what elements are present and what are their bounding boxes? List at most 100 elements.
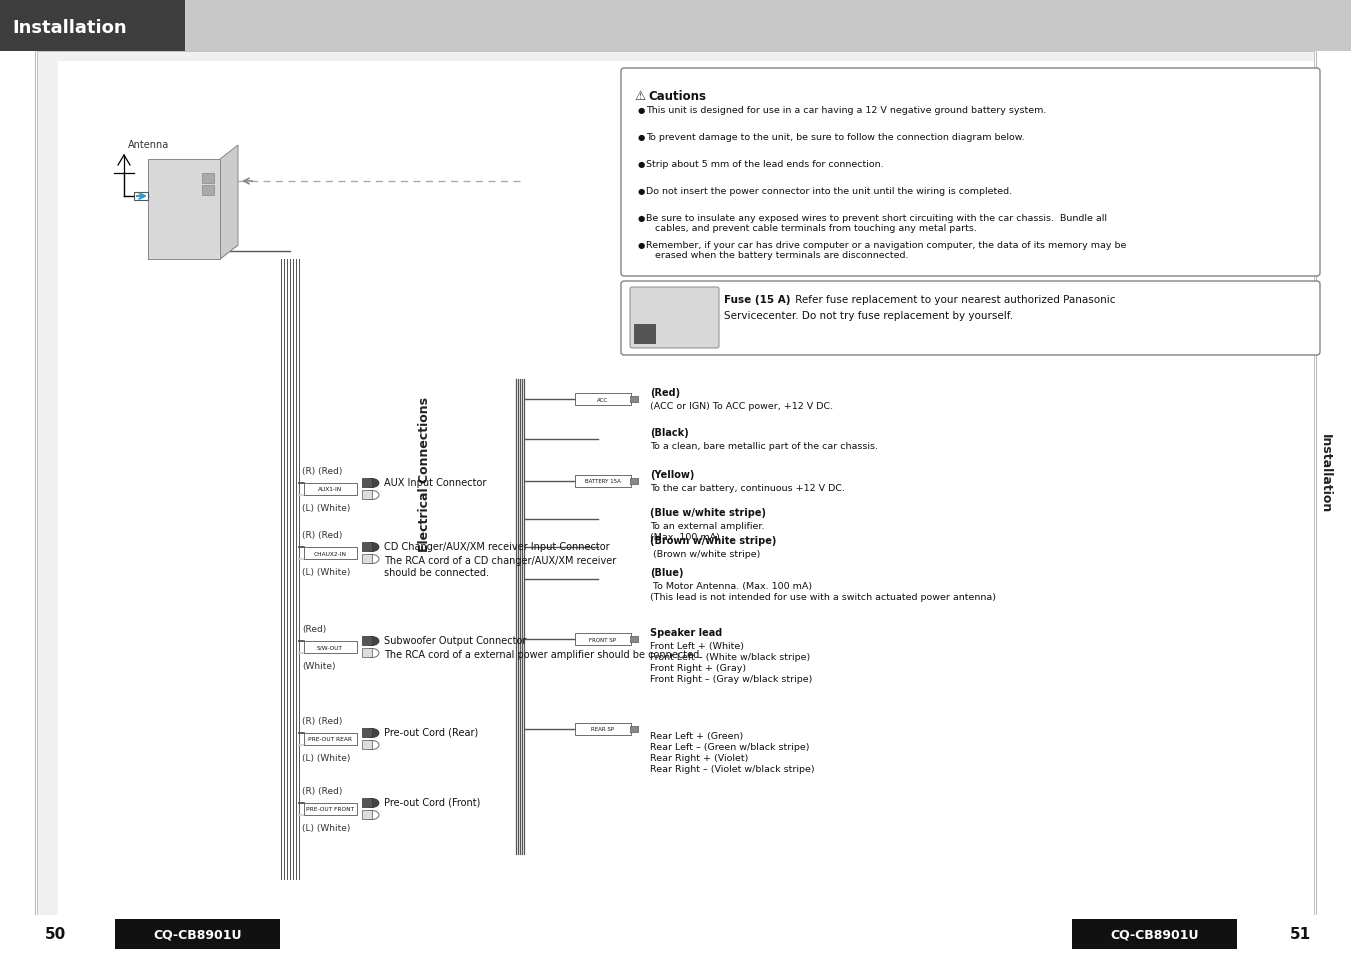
FancyBboxPatch shape [574,475,631,487]
Text: This unit is designed for use in a car having a 12 V negative ground battery sys: This unit is designed for use in a car h… [646,106,1047,115]
Bar [362,555,372,563]
Text: AUX1-IN: AUX1-IN [317,487,342,492]
FancyBboxPatch shape [304,640,357,653]
Text: 50: 50 [45,926,66,942]
Text: Electrical Connections: Electrical Connections [417,396,431,551]
Text: (L) (White): (L) (White) [303,753,350,762]
Text: To the car battery, continuous +12 V DC.: To the car battery, continuous +12 V DC. [650,483,844,493]
Text: Antenna: Antenna [128,140,169,150]
FancyBboxPatch shape [630,288,719,349]
Text: ●: ● [638,132,646,142]
Text: To Motor Antenna. (Max. 100 mA): To Motor Antenna. (Max. 100 mA) [650,581,812,590]
Text: CD Changer/AUX/XM receiver Input Connector: CD Changer/AUX/XM receiver Input Connect… [384,541,609,552]
Text: REAR SP: REAR SP [590,727,615,732]
Bar [115,919,280,949]
FancyBboxPatch shape [304,802,357,815]
Text: AUX Input Connector: AUX Input Connector [384,477,486,488]
Ellipse shape [365,543,380,552]
Bar [634,325,657,345]
Text: FRONT SP: FRONT SP [589,637,616,641]
Text: Front Left – (White w/black stripe): Front Left – (White w/black stripe) [650,652,811,661]
Text: (Yellow): (Yellow) [650,470,694,479]
Ellipse shape [365,637,380,646]
Text: CQ-CB8901U: CQ-CB8901U [154,927,242,941]
Bar [362,810,372,820]
Text: (R) (Red): (R) (Red) [303,786,342,795]
Bar [0,0,185,52]
Bar [149,160,220,260]
Text: (Blue): (Blue) [650,567,684,578]
Text: ●: ● [638,106,646,115]
Text: Be sure to insulate any exposed wires to prevent short circuiting with the car c: Be sure to insulate any exposed wires to… [646,213,1106,233]
Text: ⚠: ⚠ [634,90,646,103]
Text: Strip about 5 mm of the lead ends for connection.: Strip about 5 mm of the lead ends for co… [646,160,884,169]
Text: Installation: Installation [12,19,127,37]
Text: Pre-out Cord (Front): Pre-out Cord (Front) [384,797,481,807]
Ellipse shape [365,729,380,738]
Text: Rear Left – (Green w/black stripe): Rear Left – (Green w/black stripe) [650,742,809,751]
Text: (Blue w/white stripe): (Blue w/white stripe) [650,507,766,517]
Ellipse shape [365,491,380,500]
Text: ●: ● [638,160,646,169]
Bar [362,637,372,645]
FancyBboxPatch shape [304,733,357,744]
Text: (Max. 100 mA): (Max. 100 mA) [650,533,720,541]
Bar [362,491,372,499]
Text: (R) (Red): (R) (Red) [303,531,342,539]
Text: ●: ● [638,241,646,250]
Text: The RCA cord of a CD changer/AUX/XM receiver
should be connected.: The RCA cord of a CD changer/AUX/XM rece… [384,556,616,577]
Text: Cautions: Cautions [648,90,707,103]
FancyBboxPatch shape [621,69,1320,276]
Text: ●: ● [638,187,646,195]
Ellipse shape [365,649,380,658]
Text: (R) (Red): (R) (Red) [303,717,342,725]
Text: (ACC or IGN) To ACC power, +12 V DC.: (ACC or IGN) To ACC power, +12 V DC. [650,401,834,411]
Ellipse shape [365,799,380,807]
Bar [1071,919,1238,949]
Text: Subwoofer Output Connector: Subwoofer Output Connector [384,636,527,645]
Text: (Brown w/white stripe): (Brown w/white stripe) [650,536,777,545]
Bar [134,193,149,201]
Text: PRE-OUT FRONT: PRE-OUT FRONT [305,806,354,812]
Text: S/W-OUT: S/W-OUT [317,645,343,650]
Bar [203,186,213,195]
Text: (R) (Red): (R) (Red) [303,467,342,476]
Text: (L) (White): (L) (White) [303,503,350,513]
Polygon shape [220,146,238,260]
Text: ACC: ACC [597,397,608,402]
Bar [630,637,638,642]
Text: (This lead is not intended for use with a switch actuated power antenna): (This lead is not intended for use with … [650,593,996,601]
Text: 51: 51 [1289,926,1310,942]
FancyBboxPatch shape [304,547,357,558]
Bar [362,799,372,807]
Bar [362,728,372,738]
Ellipse shape [365,811,380,820]
Text: CHAUX2-IN: CHAUX2-IN [313,551,346,556]
FancyBboxPatch shape [304,483,357,495]
Text: (Red): (Red) [303,624,326,634]
Bar [0,915,1351,953]
Text: (White): (White) [303,661,335,670]
Text: The RCA cord of a external power amplifier should be connected.: The RCA cord of a external power amplifi… [384,649,703,659]
Bar [630,396,638,402]
Text: CQ-CB8901U: CQ-CB8901U [1111,927,1200,941]
Text: Speaker lead: Speaker lead [650,627,723,638]
Bar [630,478,638,484]
Text: Remember, if your car has drive computer or a navigation computer, the data of i: Remember, if your car has drive computer… [646,241,1127,260]
Text: Servicecenter. Do not try fuse replacement by yourself.: Servicecenter. Do not try fuse replaceme… [724,311,1013,320]
Ellipse shape [365,740,380,750]
Text: Front Left + (White): Front Left + (White) [650,641,744,650]
Text: PRE-OUT REAR: PRE-OUT REAR [308,737,353,741]
Ellipse shape [365,555,380,564]
Text: (Red): (Red) [650,388,680,397]
Text: Fuse (15 A): Fuse (15 A) [724,294,794,305]
Text: (L) (White): (L) (White) [303,567,350,577]
FancyBboxPatch shape [621,282,1320,355]
Bar [362,648,372,658]
Bar [362,478,372,488]
Bar [185,0,1351,52]
Text: Refer fuse replacement to your nearest authorized Panasonic: Refer fuse replacement to your nearest a… [792,294,1116,305]
Text: (Brown w/white stripe): (Brown w/white stripe) [650,550,761,558]
Text: To a clean, bare metallic part of the car chassis.: To a clean, bare metallic part of the ca… [650,441,878,451]
Bar [630,726,638,732]
